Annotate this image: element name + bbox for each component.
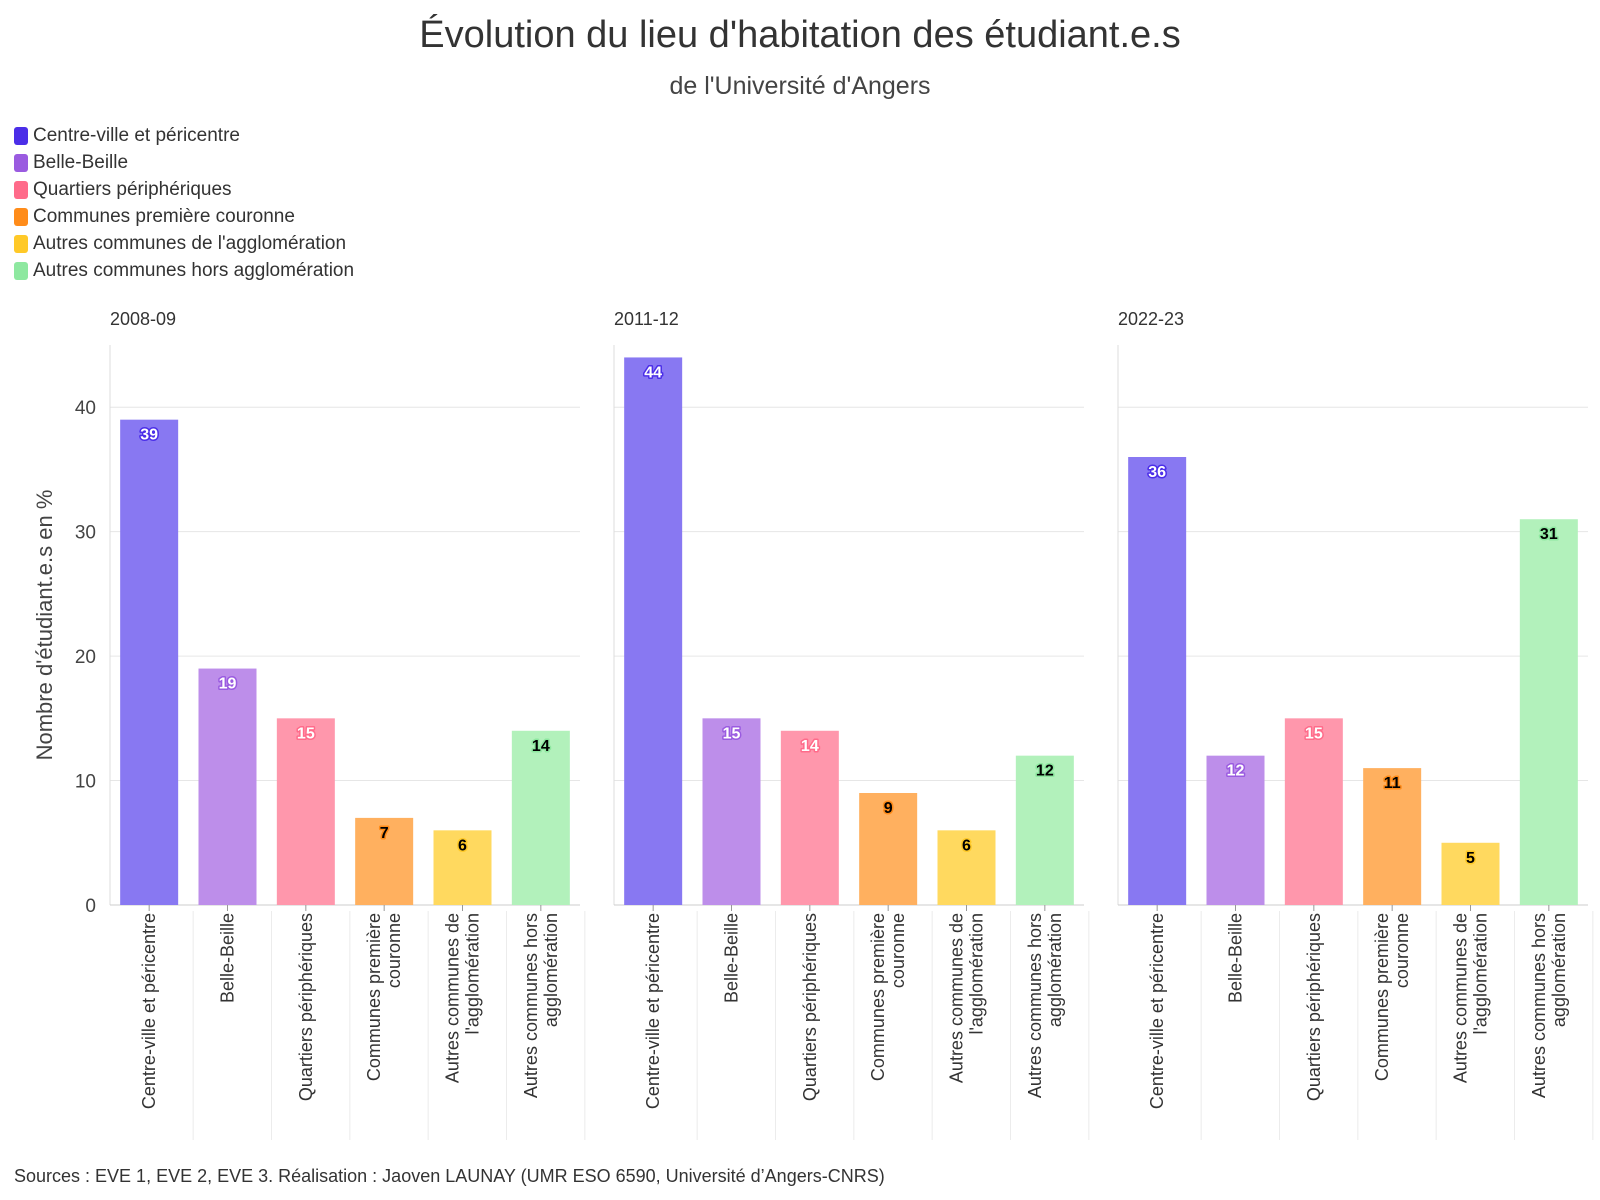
bar-value-label: 7 xyxy=(380,825,389,842)
source-note: Sources : EVE 1, EVE 2, EVE 3. Réalisati… xyxy=(14,1166,885,1186)
bar[interactable] xyxy=(780,730,839,905)
x-category-label: Belle-Beille xyxy=(1226,913,1246,1003)
bar[interactable] xyxy=(937,830,996,905)
legend: Centre-ville et péricentre Belle-Beille … xyxy=(14,122,354,284)
legend-swatch xyxy=(14,126,28,145)
legend-label: Belle-Beille xyxy=(33,151,129,173)
x-category-label: Quartiers périphériques xyxy=(296,913,316,1101)
bar-value-label: 19 xyxy=(219,676,237,693)
legend-item[interactable]: Centre-ville et péricentre xyxy=(14,122,354,149)
x-category-label: Centre-ville et péricentre xyxy=(643,913,663,1109)
bar[interactable] xyxy=(276,718,335,905)
bar-value-label: 12 xyxy=(1036,763,1054,780)
x-category-label: agglomération xyxy=(1549,913,1569,1027)
legend-swatch xyxy=(14,180,28,199)
legend-item[interactable]: Belle-Beille xyxy=(14,149,354,176)
bar[interactable] xyxy=(1015,755,1074,905)
legend-label: Autres communes hors agglomération xyxy=(33,259,355,281)
bar[interactable] xyxy=(702,718,761,905)
x-category-label: agglomération xyxy=(1045,913,1065,1027)
x-category-label: agglomération xyxy=(541,913,561,1027)
bar-value-label: 9 xyxy=(884,800,893,817)
chart-title: Évolution du lieu d'habitation des étudi… xyxy=(419,14,1181,56)
bar-value-label: 39 xyxy=(140,427,158,444)
bar-value-label: 14 xyxy=(801,738,819,755)
x-category-label: couronne xyxy=(888,913,908,988)
bar-value-label: 31 xyxy=(1540,526,1558,543)
legend-item[interactable]: Quartiers périphériques xyxy=(14,176,354,203)
x-category-label: Autres communes de xyxy=(443,913,463,1083)
bar[interactable] xyxy=(624,357,683,905)
bar-value-label: 6 xyxy=(458,837,467,854)
legend-label: Autres communes de l'agglomération xyxy=(33,232,347,254)
bar-value-label: 15 xyxy=(723,725,741,742)
legend-swatch xyxy=(14,261,28,280)
x-category-label: Centre-ville et péricentre xyxy=(1147,913,1167,1109)
x-category-label: couronne xyxy=(1392,913,1412,988)
bar-value-label: 12 xyxy=(1227,763,1245,780)
bar[interactable] xyxy=(1206,755,1265,905)
x-category-label: l'agglomération xyxy=(463,913,483,1035)
y-tick-label: 20 xyxy=(75,647,96,668)
y-tick-label: 10 xyxy=(75,772,96,793)
x-category-label: Communes première xyxy=(868,913,888,1081)
x-category-label: Autres communes de xyxy=(947,913,967,1083)
legend-item[interactable]: Autres communes hors agglomération xyxy=(14,257,354,284)
y-axis-title: Nombre d'étudiant.e.s en % xyxy=(32,490,57,761)
x-category-label: Belle-Beille xyxy=(722,913,742,1003)
bar[interactable] xyxy=(355,817,414,905)
x-category-label: couronne xyxy=(384,913,404,988)
bar[interactable] xyxy=(1441,842,1500,905)
legend-item[interactable]: Communes première couronne xyxy=(14,203,354,230)
chart-subtitle: de l'Université d'Angers xyxy=(669,72,931,100)
y-tick-label: 40 xyxy=(75,398,96,419)
panel-title: 2008-09 xyxy=(110,309,176,329)
x-category-label: Communes première xyxy=(364,913,384,1081)
y-tick-label: 30 xyxy=(75,523,96,544)
panel-title: 2011-12 xyxy=(614,309,679,329)
x-category-label: l'agglomération xyxy=(967,913,987,1035)
x-category-label: Quartiers périphériques xyxy=(800,913,820,1101)
bar[interactable] xyxy=(1519,519,1578,905)
panel-title: 2022-23 xyxy=(1118,309,1184,329)
legend-swatch xyxy=(14,153,28,172)
bar-value-label: 11 xyxy=(1384,775,1401,792)
x-category-label: Autres communes de xyxy=(1451,913,1471,1083)
bar-value-label: 5 xyxy=(1466,850,1475,867)
x-category-label: l'agglomération xyxy=(1471,913,1491,1035)
legend-item[interactable]: Autres communes de l'agglomération xyxy=(14,230,354,257)
bar-value-label: 14 xyxy=(532,738,550,755)
legend-swatch xyxy=(14,207,28,226)
bar[interactable] xyxy=(1128,457,1187,905)
x-category-label: Belle-Beille xyxy=(218,913,238,1003)
bar-value-label: 44 xyxy=(644,364,662,381)
bar[interactable] xyxy=(859,793,918,905)
bar-value-label: 36 xyxy=(1148,464,1166,481)
legend-label: Quartiers périphériques xyxy=(33,178,232,200)
legend-swatch xyxy=(14,234,28,253)
bar-value-label: 15 xyxy=(1305,725,1323,742)
bar-value-label: 15 xyxy=(297,725,315,742)
bar[interactable] xyxy=(1284,718,1343,905)
legend-label: Centre-ville et péricentre xyxy=(33,124,240,146)
x-category-label: Centre-ville et péricentre xyxy=(139,913,159,1109)
bar[interactable] xyxy=(120,419,179,905)
y-tick-label: 0 xyxy=(85,896,96,917)
x-category-label: Communes première xyxy=(1372,913,1392,1081)
legend-label: Communes première couronne xyxy=(33,205,295,227)
bar[interactable] xyxy=(198,668,257,905)
bar[interactable] xyxy=(433,830,492,905)
bar[interactable] xyxy=(1363,768,1422,905)
bar-value-label: 6 xyxy=(962,837,971,854)
x-category-label: Autres communes hors xyxy=(1025,913,1045,1098)
bar[interactable] xyxy=(511,730,570,905)
x-category-label: Autres communes hors xyxy=(521,913,541,1098)
x-category-label: Autres communes hors xyxy=(1529,913,1549,1098)
x-category-label: Quartiers périphériques xyxy=(1304,913,1324,1101)
